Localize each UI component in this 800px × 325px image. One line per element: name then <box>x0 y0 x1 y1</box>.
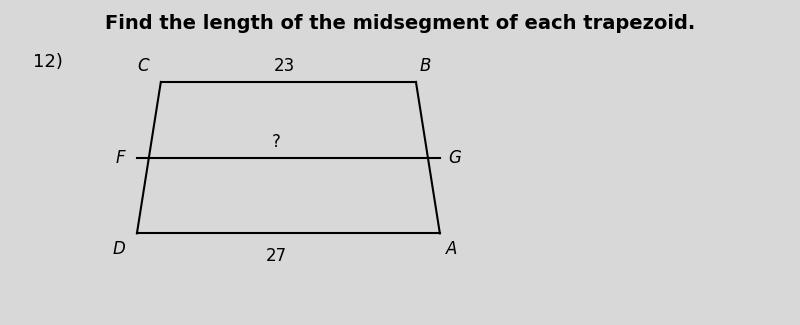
Text: D: D <box>112 240 125 258</box>
Text: 23: 23 <box>274 57 295 75</box>
Text: B: B <box>420 58 431 75</box>
Text: ?: ? <box>272 133 281 150</box>
Text: G: G <box>448 149 461 167</box>
Text: C: C <box>138 58 149 75</box>
Text: F: F <box>115 149 125 167</box>
Text: 12): 12) <box>34 53 63 71</box>
Text: Find the length of the midsegment of each trapezoid.: Find the length of the midsegment of eac… <box>105 14 695 33</box>
Text: 27: 27 <box>266 247 287 265</box>
Text: A: A <box>446 240 458 258</box>
